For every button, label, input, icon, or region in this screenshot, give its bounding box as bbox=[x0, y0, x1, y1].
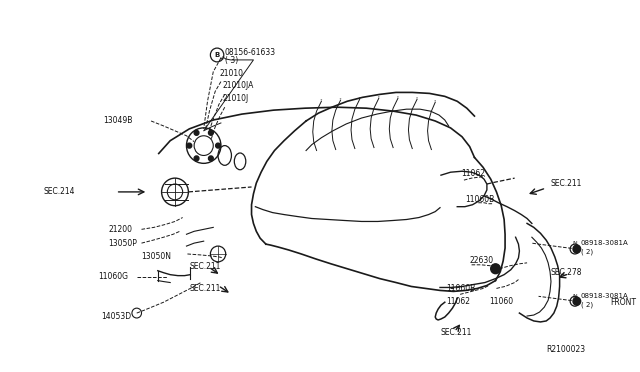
Text: 13050N: 13050N bbox=[141, 253, 172, 262]
Circle shape bbox=[216, 143, 220, 148]
Text: SEC.211: SEC.211 bbox=[189, 284, 221, 293]
Text: SEC.214: SEC.214 bbox=[44, 187, 76, 196]
Circle shape bbox=[187, 143, 192, 148]
Text: 21200: 21200 bbox=[108, 225, 132, 234]
Text: N: N bbox=[573, 294, 577, 299]
Circle shape bbox=[573, 297, 580, 305]
Text: FRONT: FRONT bbox=[611, 298, 636, 307]
Text: 21010: 21010 bbox=[219, 69, 243, 78]
Circle shape bbox=[194, 130, 199, 135]
Text: SEC.211: SEC.211 bbox=[189, 262, 221, 271]
Text: 11062: 11062 bbox=[461, 169, 485, 178]
Text: SEC.278: SEC.278 bbox=[550, 268, 582, 277]
Text: 11060B: 11060B bbox=[445, 284, 475, 293]
Text: 11060B: 11060B bbox=[465, 195, 494, 204]
Text: N: N bbox=[573, 299, 577, 304]
Text: 08156-61633: 08156-61633 bbox=[225, 48, 276, 57]
Text: 21010J: 21010J bbox=[223, 94, 249, 103]
Text: ( 2): ( 2) bbox=[580, 302, 593, 308]
Text: 11062: 11062 bbox=[445, 297, 470, 306]
Text: N: N bbox=[573, 247, 577, 251]
Text: 21010JA: 21010JA bbox=[223, 81, 254, 90]
Circle shape bbox=[209, 156, 213, 161]
Text: ( 2): ( 2) bbox=[580, 249, 593, 255]
Text: R2100023: R2100023 bbox=[546, 345, 586, 354]
Text: 22630: 22630 bbox=[470, 256, 494, 265]
Text: 11060G: 11060G bbox=[99, 272, 129, 281]
Text: 14053D: 14053D bbox=[101, 311, 131, 321]
Circle shape bbox=[491, 264, 500, 274]
Text: 11060: 11060 bbox=[489, 297, 513, 306]
Circle shape bbox=[209, 130, 213, 135]
Circle shape bbox=[573, 245, 580, 253]
Text: B: B bbox=[214, 52, 220, 58]
Text: SEC.211: SEC.211 bbox=[441, 328, 472, 337]
Text: 13050P: 13050P bbox=[108, 238, 137, 248]
Text: ( 3): ( 3) bbox=[225, 57, 238, 65]
Text: 13049B: 13049B bbox=[103, 116, 132, 125]
Circle shape bbox=[194, 156, 199, 161]
Text: 08918-3081A: 08918-3081A bbox=[580, 240, 628, 246]
Text: N: N bbox=[573, 241, 577, 246]
Text: 08918-3081A: 08918-3081A bbox=[580, 294, 628, 299]
Text: SEC.211: SEC.211 bbox=[550, 179, 581, 187]
